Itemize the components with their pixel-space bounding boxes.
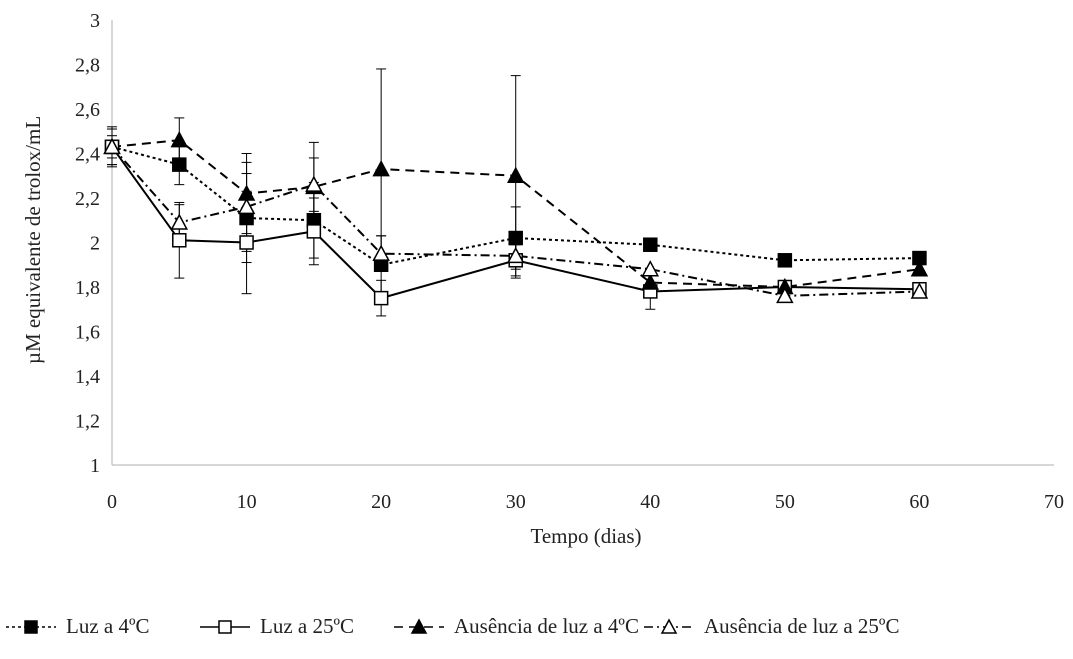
x-axis-label: Tempo (dias) [530, 524, 641, 548]
data-point [305, 175, 323, 192]
y-tick-label: 2,6 [75, 99, 100, 121]
y-tick-label: 2 [90, 233, 100, 255]
data-point [372, 244, 390, 261]
series-line [111, 145, 920, 266]
x-tick-label: 60 [909, 491, 929, 513]
y-tick-label: 2,2 [75, 188, 100, 210]
data-point [777, 253, 793, 268]
data-point [372, 159, 390, 177]
x-tick-label: 50 [775, 491, 795, 513]
legend-label: Luz a 4ºC [66, 614, 150, 638]
data-point [170, 131, 189, 148]
data-point [410, 618, 428, 634]
data-point [103, 137, 121, 155]
data-point [641, 260, 660, 277]
data-point [218, 620, 232, 634]
data-point [506, 246, 525, 264]
data-point [506, 166, 525, 183]
data-point [776, 286, 794, 304]
data-point [660, 618, 678, 634]
x-tick-label: 20 [371, 491, 391, 513]
data-point [172, 157, 187, 172]
x-tick-label: 40 [640, 491, 660, 513]
y-tick-label: 1,4 [75, 366, 100, 388]
y-tick-label: 2,8 [75, 55, 100, 77]
x-tick-label: 30 [506, 491, 526, 513]
legend: Luz a 4ºC Luz a 25ºC Ausência de luz a 4ºC… [6, 614, 899, 638]
data-point [170, 213, 189, 230]
y-tick-label: 1,2 [75, 411, 100, 433]
data-point [643, 237, 658, 252]
y-tick-label: 1,6 [75, 322, 100, 344]
x-tick-label: 70 [1044, 491, 1064, 513]
y-tick-label: 1 [90, 455, 100, 477]
data-point [910, 282, 929, 299]
data-point [508, 230, 523, 246]
data-point [237, 197, 256, 215]
axes: 11,21,41,61,822,22,42,62,830 10 20 30 40 50 60… [75, 10, 1064, 513]
data-point [24, 620, 38, 634]
data-point [373, 290, 389, 306]
x-tick-label: 10 [237, 491, 257, 513]
series-markers [103, 131, 929, 306]
error-bars [107, 68, 656, 317]
data-point [641, 273, 660, 290]
legend-label: Ausência de luz a 25ºC [704, 614, 899, 638]
y-tick-label: 3 [90, 10, 100, 32]
data-point [172, 233, 187, 248]
y-tick-label: 2,4 [75, 144, 100, 166]
y-tick-label: 1,8 [75, 277, 100, 299]
x-tick-label: 0 [107, 491, 117, 513]
data-point [910, 260, 929, 277]
data-point [239, 235, 254, 250]
data-point [306, 224, 322, 239]
legend-label: Ausência de luz a 4ºC [454, 614, 639, 638]
y-axis-label: µM equivalente de trolox/mL [21, 116, 45, 364]
legend-label: Luz a 25ºC [260, 614, 354, 638]
